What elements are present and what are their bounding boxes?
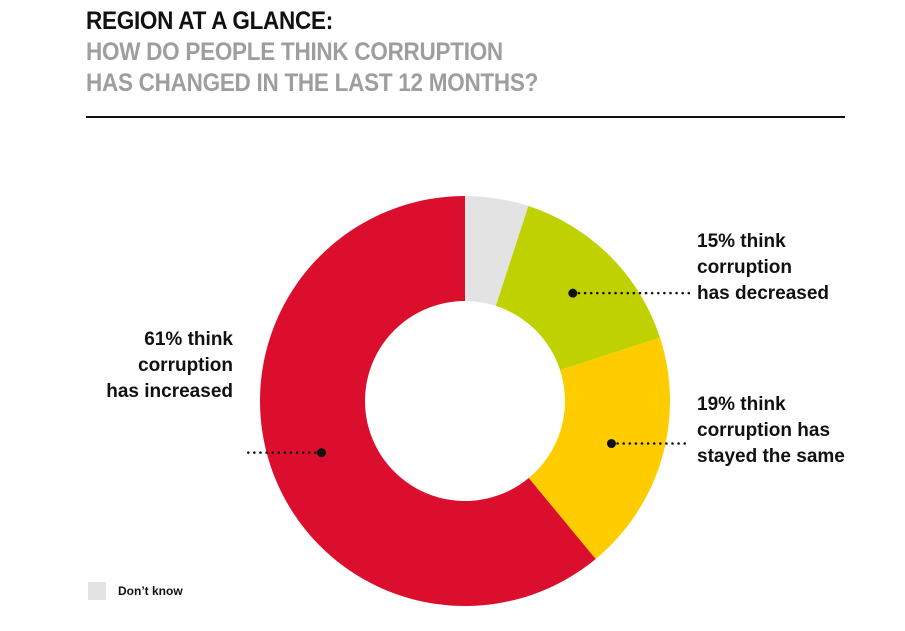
leader-dot-stayed-same xyxy=(606,439,616,449)
callout-decreased: 15% think corruption has decreased xyxy=(697,231,830,304)
donut-slice-stayed-the-same xyxy=(528,337,670,559)
legend-swatch-dont-know xyxy=(88,582,106,600)
donut-slice-don-t-know xyxy=(465,196,529,306)
title-divider xyxy=(86,116,845,118)
chart-subtitle-line-2: HAS CHANGED IN THE LAST 12 MONTHS? xyxy=(86,69,539,97)
chart-title: REGION AT A GLANCE: xyxy=(86,7,333,35)
legend-label-dont-know: Don’t know xyxy=(118,584,183,598)
donut-slice-increased xyxy=(259,196,596,606)
leader-dot-decreased xyxy=(568,288,578,298)
callout-leaders xyxy=(241,288,692,458)
callout-increased: 61% think corruption has increased xyxy=(106,329,233,402)
leader-dot-increased xyxy=(317,448,327,458)
chart-header: REGION AT A GLANCE: HOW DO PEOPLE THINK … xyxy=(86,6,846,99)
chart-subtitle-line-1: HOW DO PEOPLE THINK CORRUPTION xyxy=(86,38,503,66)
legend: Don’t know xyxy=(88,582,183,600)
donut-slice-decreased xyxy=(495,206,660,371)
donut-slices xyxy=(259,196,670,606)
callout-stayed-same: 19% think corruption has stayed the same xyxy=(697,394,845,467)
